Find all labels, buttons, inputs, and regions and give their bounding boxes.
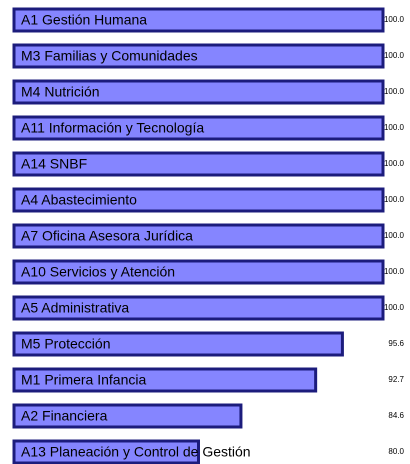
value-label: 80.0 <box>388 447 404 456</box>
category-label: A2 Financiera <box>21 408 108 424</box>
category-label: A4 Abastecimiento <box>21 192 137 208</box>
bar <box>12 403 243 429</box>
value-label: 100.0 <box>384 303 405 312</box>
value-label: 100.0 <box>384 51 405 60</box>
bar <box>12 7 385 33</box>
value-label: 100.0 <box>384 87 405 96</box>
bar <box>12 115 385 141</box>
value-label: 95.6 <box>388 339 404 348</box>
value-label: 100.0 <box>384 195 405 204</box>
category-label: A10 Servicios y Atención <box>21 264 175 280</box>
value-label: 100.0 <box>384 123 405 132</box>
value-label: 100.0 <box>384 231 405 240</box>
bar <box>12 79 385 105</box>
bar <box>12 223 385 249</box>
category-label: M4 Nutrición <box>21 84 100 100</box>
bar <box>12 151 385 177</box>
category-label: A13 Planeación y Control de Gestión <box>21 444 251 460</box>
bar <box>12 187 385 213</box>
bar <box>12 295 385 321</box>
category-label: M3 Familias y Comunidades <box>21 48 198 64</box>
category-label: M1 Primera Infancia <box>21 372 146 388</box>
value-label: 100.0 <box>384 267 405 276</box>
category-label: A1 Gestión Humana <box>21 12 147 28</box>
value-label: 92.7 <box>388 375 404 384</box>
category-label: A7 Oficina Asesora Jurídica <box>21 228 193 244</box>
bar <box>12 439 200 464</box>
category-label: A14 SNBF <box>21 156 87 172</box>
value-label: 100.0 <box>384 15 405 24</box>
value-label: 100.0 <box>384 159 405 168</box>
bar <box>12 331 344 357</box>
bar <box>12 43 385 69</box>
category-label: A5 Administrativa <box>21 300 129 316</box>
category-label: A11 Información y Tecnología <box>21 120 204 136</box>
category-label: M5 Protección <box>21 336 110 352</box>
bar <box>12 367 318 393</box>
value-label: 84.6 <box>388 411 404 420</box>
bar <box>12 259 385 285</box>
